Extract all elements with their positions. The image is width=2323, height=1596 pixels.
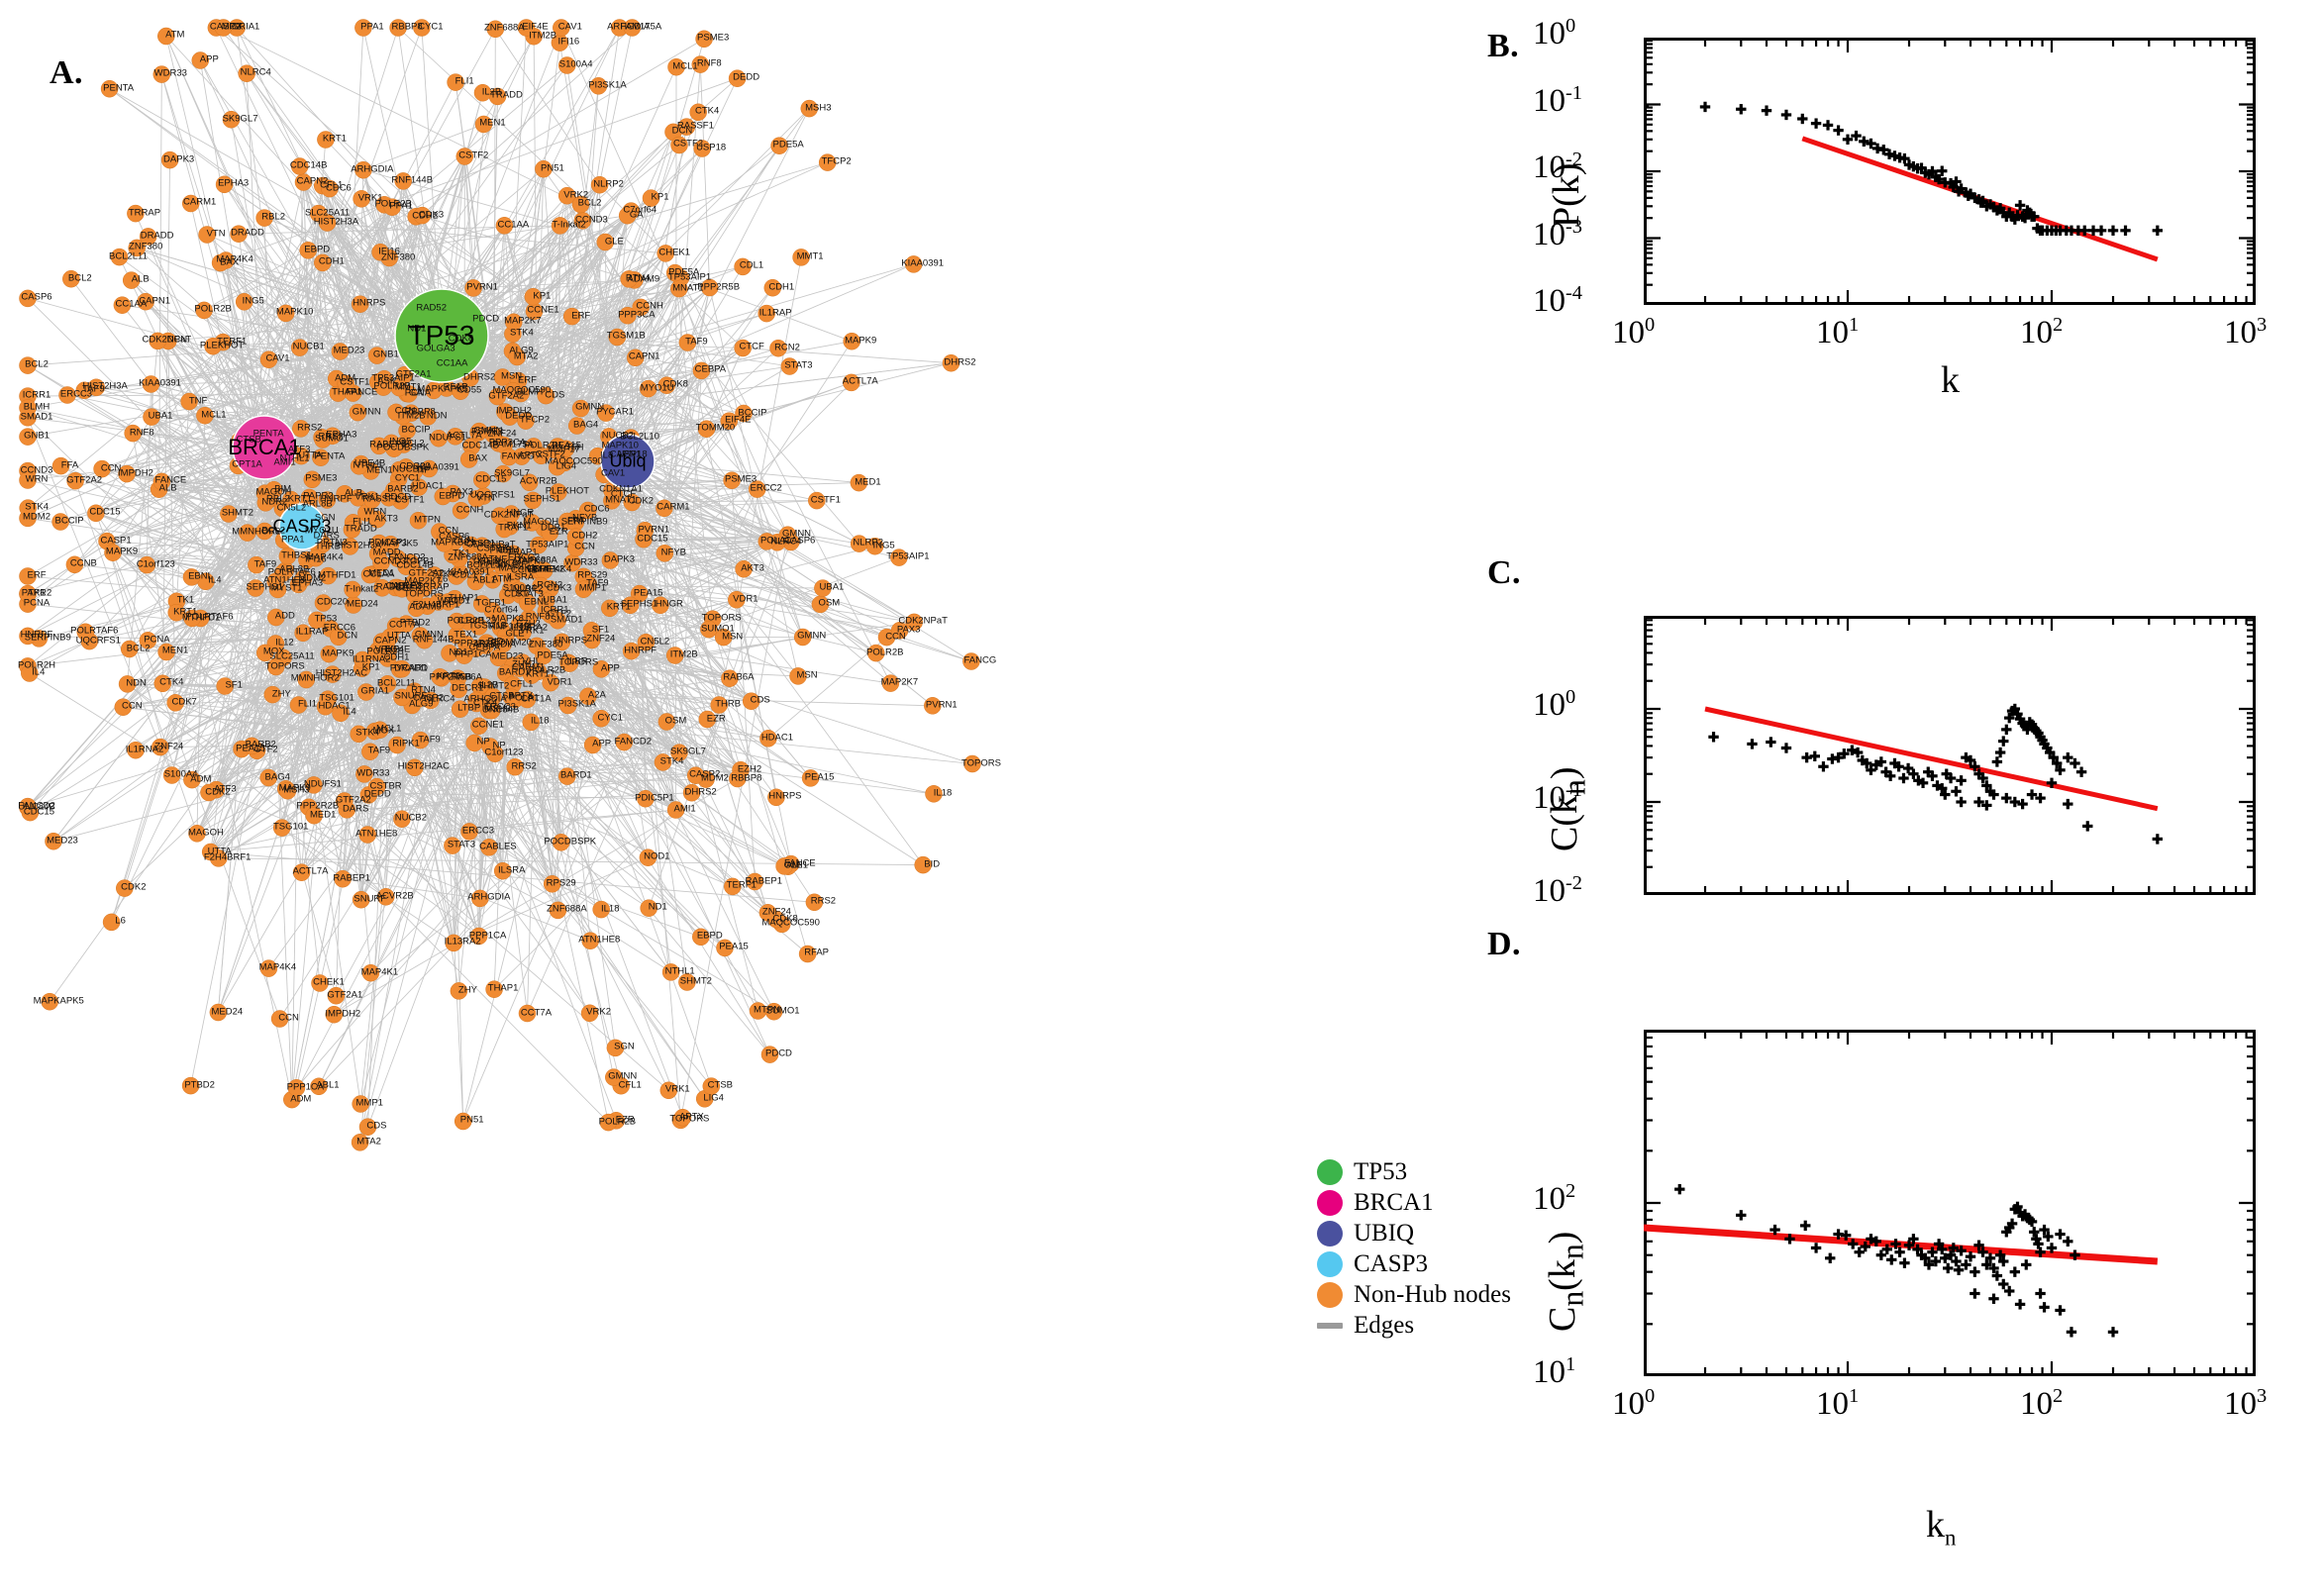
legend-item-ubiq: UBIQ <box>1317 1218 1500 1248</box>
panel-d-letter: D. <box>1487 926 1522 962</box>
panel-d-plot-area[interactable] <box>1644 1030 2256 1376</box>
x-tick-label: 101 <box>1816 314 1860 350</box>
y-tick-label: 10-1 <box>1533 81 1583 119</box>
panel-b-xlabel: k <box>1941 359 1960 401</box>
network-graph[interactable] <box>0 0 1465 1596</box>
panel-b-letter: B. <box>1487 28 1520 64</box>
legend-item-label: Non-Hub nodes <box>1354 1280 1512 1308</box>
y-tick-label: 10-3 <box>1533 215 1583 252</box>
x-tick-label: 102 <box>2020 314 2064 350</box>
legend-color-swatch <box>1317 1189 1343 1216</box>
panel-c-clustering <box>1644 616 2256 895</box>
edges-line-swatch <box>1317 1322 1343 1329</box>
panel-d-neighbour-degree <box>1644 1030 2256 1376</box>
x-tick-label: 103 <box>2224 314 2268 350</box>
panel-d-frame <box>1644 1030 2256 1376</box>
legend-item-label: UBIQ <box>1354 1219 1415 1247</box>
legend-item-label: BRCA1 <box>1354 1188 1434 1216</box>
panel-a-network: A. TAF9 ARL8B GMNN ALG9 MAGOH CC1AA THAP1 KIAA0… <box>0 0 1465 1596</box>
panel-b-plot-area[interactable] <box>1644 38 2256 305</box>
y-tick-label: 10-4 <box>1533 282 1583 319</box>
panel-b-degree-distribution <box>1644 38 2256 305</box>
y-tick-label: 102 <box>1533 1180 1576 1217</box>
x-tick-label: 100 <box>1612 314 1656 350</box>
legend-item-edges: Edges <box>1317 1310 1500 1341</box>
y-tick-label: 100 <box>1533 15 1576 51</box>
panel-d-ylabel: Cn(kn) <box>1542 1231 1590 1332</box>
legend-color-swatch <box>1317 1220 1343 1247</box>
fit-line <box>1704 706 2159 812</box>
panel-b-ylabel: P(k) <box>1546 162 1587 228</box>
panel-d-xlabel: kn <box>1926 1504 1957 1550</box>
legend-item-brca1: BRCA1 <box>1317 1187 1500 1218</box>
y-tick-label: 10-1 <box>1533 779 1583 816</box>
x-tick-label: 101 <box>1816 1385 1860 1422</box>
panel-c-plot-area[interactable] <box>1644 616 2256 895</box>
legend-color-swatch <box>1317 1281 1343 1308</box>
panel-c-frame <box>1644 616 2256 895</box>
data-points <box>1644 100 2164 237</box>
panel-c-ylabel: C(kn) <box>1544 766 1592 851</box>
legend-item-tp53: TP53 <box>1317 1156 1500 1187</box>
y-tick-label: 101 <box>1533 1353 1576 1390</box>
x-tick-label: 100 <box>1612 1385 1656 1422</box>
y-tick-label: 100 <box>1533 686 1576 723</box>
data-points <box>1708 703 2164 845</box>
y-tick-label: 10-2 <box>1533 149 1583 185</box>
panel-a-letter: A. <box>50 54 84 91</box>
legend-item-label: Edges <box>1354 1311 1415 1339</box>
legend-item-casp3: CASP3 <box>1317 1248 1500 1279</box>
x-tick-label: 102 <box>2020 1385 2064 1422</box>
legend: TP53 BRCA1 UBIQ CASP3 Non-Hub nodes Edges <box>1317 1156 1511 1341</box>
legend-item-label: TP53 <box>1354 1157 1408 1185</box>
data-points <box>1674 1183 2119 1338</box>
legend-item-non-hub-nodes: Non-Hub nodes <box>1317 1279 1511 1310</box>
legend-color-swatch <box>1317 1250 1343 1277</box>
panel-c-letter: C. <box>1487 554 1522 591</box>
legend-color-swatch <box>1317 1158 1343 1185</box>
y-tick-label: 10-2 <box>1533 872 1583 909</box>
legend-item-label: CASP3 <box>1354 1249 1429 1277</box>
x-tick-label: 103 <box>2224 1385 2268 1422</box>
